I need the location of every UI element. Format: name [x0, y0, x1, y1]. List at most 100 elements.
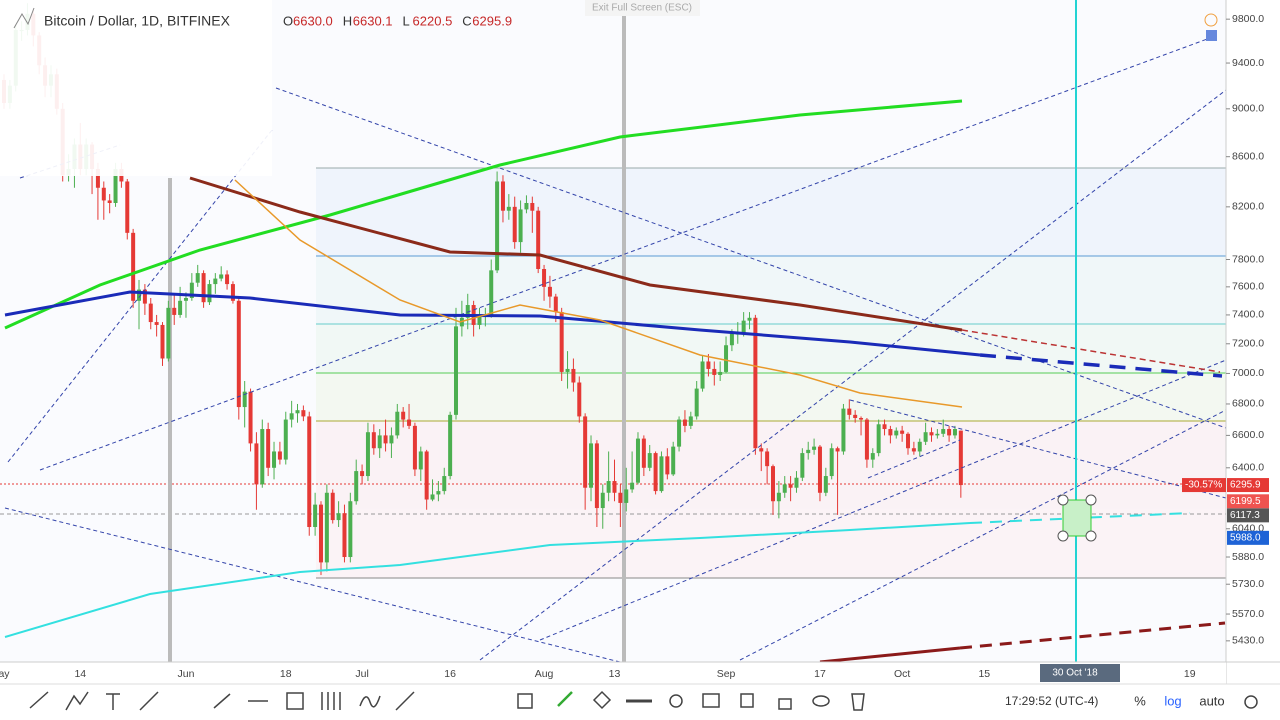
trend-line [867, 439, 961, 479]
candle-body [436, 491, 441, 495]
candle-body [770, 466, 775, 502]
candle-body [101, 187, 106, 201]
candle-body [624, 489, 629, 503]
x-tick-label: 13 [609, 668, 621, 680]
tool-path[interactable] [65, 691, 89, 711]
tool-line[interactable] [29, 691, 49, 709]
y-tick-label: 7200.0 [1232, 338, 1264, 350]
candle-body [477, 314, 482, 325]
candle-body [295, 410, 300, 414]
percent-toggle[interactable]: % [1134, 693, 1146, 708]
range-tool [1057, 494, 1097, 542]
candle-body [125, 181, 130, 233]
candle-body [418, 451, 423, 470]
price-tag-label: 6295.9 [1230, 480, 1261, 491]
tool-fib[interactable] [321, 692, 341, 710]
ohlc-key: L [403, 13, 410, 28]
handle [1085, 494, 1097, 506]
tool-template[interactable] [702, 693, 720, 708]
candle-body [236, 300, 241, 408]
candle-body [729, 333, 734, 346]
candle-body [318, 504, 323, 563]
ma-cyan [4, 522, 971, 638]
candle-body [371, 432, 376, 449]
candle-body [952, 429, 957, 436]
ohlc-key: O [283, 13, 293, 28]
y-tick-label: 5430.0 [1232, 635, 1264, 647]
price-tag-label: 6199.5 [1230, 496, 1261, 507]
tool-trend[interactable] [139, 691, 159, 711]
tool-visible[interactable] [812, 695, 830, 707]
crosshair-date: 30 Oct '18 [1052, 668, 1098, 679]
exit-fullscreen[interactable]: Exit Full Screen (ESC) [592, 3, 692, 14]
candle-body [183, 297, 188, 301]
candle-body [635, 438, 640, 483]
y-tick-label: 5730.0 [1232, 578, 1264, 590]
price-tag [1227, 530, 1269, 545]
chart-title: Bitcoin / Dollar, 1D, BITFINEX [44, 13, 231, 29]
candle-body [424, 451, 429, 500]
tool-lock[interactable] [778, 698, 792, 710]
ohlc-value: 6630.1 [353, 13, 393, 28]
candle-body [911, 448, 916, 452]
trend-line [739, 409, 1227, 661]
tool-text[interactable] [106, 693, 120, 710]
candle-body [935, 433, 940, 436]
trend-line [479, 89, 1227, 661]
auto-toggle[interactable]: auto [1199, 693, 1224, 708]
y-tick-label: 8600.0 [1232, 150, 1264, 162]
ma-darkred-proj [959, 621, 1226, 650]
candle-body [160, 324, 165, 359]
ma-brown-proj [961, 329, 1221, 373]
candle-body [536, 210, 541, 269]
price-tag-label: 5988.0 [1230, 532, 1261, 543]
candle-body [260, 429, 265, 485]
x-tick-label: 18 [280, 668, 292, 680]
tool-delete[interactable] [851, 693, 865, 711]
tool-fill[interactable] [592, 690, 612, 710]
tool-clone[interactable] [740, 693, 754, 708]
flag-icon[interactable] [1206, 30, 1217, 41]
candle-body [794, 477, 799, 488]
candle-body [530, 202, 535, 211]
tool-pitch[interactable] [395, 691, 415, 711]
candle-body [500, 181, 505, 211]
chart-settings[interactable] [1244, 695, 1258, 709]
y-tick-label: 9400.0 [1232, 57, 1264, 69]
tool-select[interactable] [517, 693, 533, 709]
candle-body [219, 274, 224, 279]
x-tick-label: 15 [978, 668, 990, 680]
candle-body [553, 296, 558, 313]
time-axis [0, 662, 1226, 684]
candle-body [448, 414, 453, 477]
tool-rect[interactable] [286, 692, 304, 710]
candle-body [882, 424, 887, 430]
tool-settings[interactable] [669, 694, 683, 708]
alert-icon[interactable] [1204, 13, 1218, 27]
candle-body [835, 448, 840, 452]
candle-body [489, 270, 494, 315]
candle-body [841, 408, 846, 452]
log-toggle[interactable]: log [1164, 693, 1181, 708]
y-tick-label: 5570.0 [1232, 608, 1264, 620]
candle-body [195, 273, 200, 283]
tool-wave[interactable] [359, 695, 381, 708]
x-tick-label: Jun [178, 668, 195, 680]
candle-body [178, 300, 183, 315]
candle-body [95, 169, 100, 188]
candle-body [213, 278, 218, 285]
exit-fullscreen-bg[interactable] [585, 0, 700, 16]
candle-body [659, 456, 664, 492]
candle-body [307, 416, 312, 528]
candle-body [559, 312, 564, 372]
x-tick-label: ay [0, 668, 10, 680]
candle-body [342, 513, 347, 558]
candle-body [906, 433, 911, 449]
tool-pen[interactable] [557, 691, 573, 707]
candle-body [225, 274, 230, 285]
candle-body [336, 513, 341, 521]
candle-body [577, 382, 582, 417]
candle-body [618, 492, 623, 503]
tool-channel[interactable] [213, 693, 231, 709]
